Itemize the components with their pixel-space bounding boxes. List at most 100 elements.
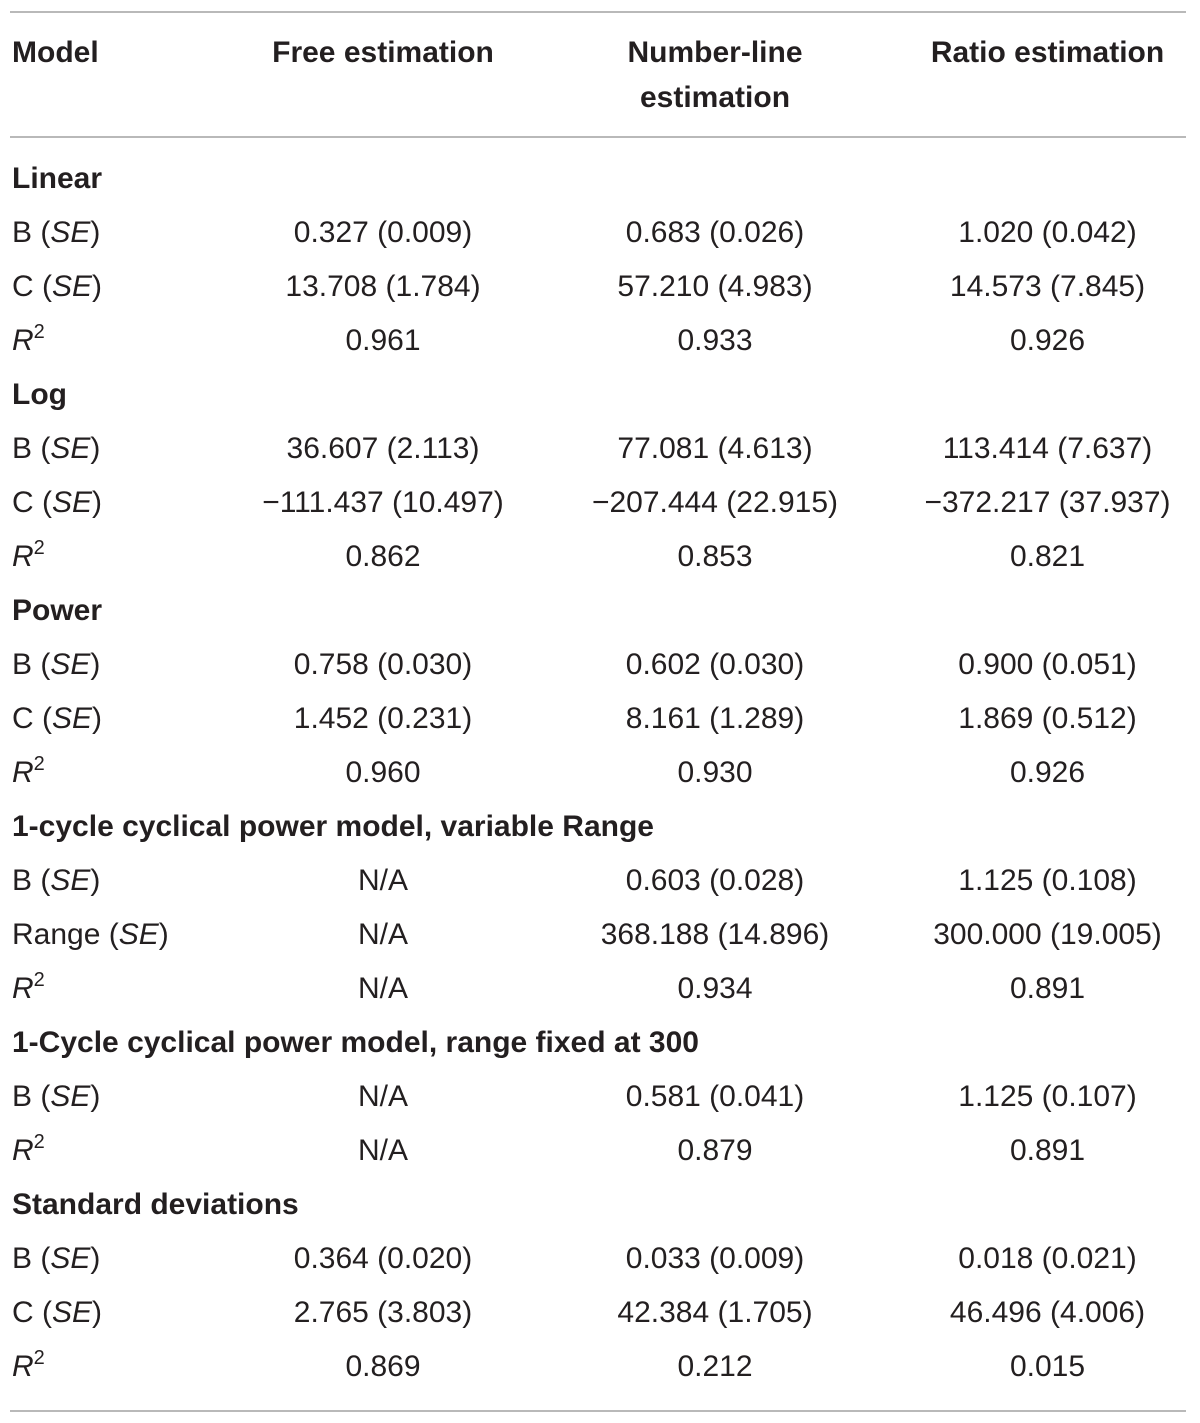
section-row: Linear	[0, 152, 1200, 206]
row-label: B (SE)	[12, 1070, 100, 1124]
row-label: B (SE)	[12, 206, 100, 260]
table-cell: 0.879	[677, 1134, 753, 1167]
close-paren: )	[90, 864, 101, 897]
table-row: R2 0.869 0.212 0.015	[0, 1340, 1200, 1394]
section-row: 1-cycle cyclical power model, variable R…	[0, 800, 1200, 854]
open-paren: (	[40, 1080, 51, 1113]
r-exponent: 2	[33, 969, 45, 991]
se-symbol: SE	[52, 486, 93, 519]
table-cell: 42.384 (1.705)	[617, 1296, 813, 1329]
close-paren: )	[92, 1296, 103, 1329]
close-paren: )	[90, 216, 101, 249]
section-row: Log	[0, 368, 1200, 422]
table-cell: 0.821	[1009, 540, 1086, 573]
table-row: R2 0.960 0.930 0.926	[0, 746, 1200, 800]
se-symbol: SE	[50, 864, 91, 897]
r-exponent: 2	[33, 753, 45, 775]
table-cell: 0.891	[1009, 972, 1086, 1005]
open-paren: (	[40, 216, 51, 249]
r-exponent: 2	[33, 321, 45, 343]
se-symbol: SE	[50, 1080, 91, 1113]
table-cell: 0.862	[345, 540, 421, 573]
row-label: Range (SE)	[12, 908, 169, 962]
table-cell: 2.765 (3.803)	[293, 1296, 473, 1329]
se-symbol: SE	[52, 1296, 93, 1329]
table-cell: 0.602 (0.030)	[625, 648, 805, 681]
close-paren: )	[92, 702, 103, 735]
open-paren: (	[108, 918, 119, 951]
header-model: Model	[12, 36, 99, 69]
table-row: B (SE) 36.607 (2.113) 77.081 (4.613) 113.41…	[0, 422, 1200, 476]
r-exponent: 2	[33, 1131, 45, 1153]
close-paren: )	[158, 918, 169, 951]
section-title: 1-cycle cyclical power model, variable R…	[12, 810, 654, 843]
header-ratio-estimation: Ratio estimation	[930, 36, 1165, 69]
row-label: B (SE)	[12, 1232, 100, 1286]
table-row: C (SE) 2.765 (3.803) 42.384 (1.705) 46.496 …	[0, 1286, 1200, 1340]
table-cell: 0.926	[1009, 324, 1086, 357]
se-symbol: SE	[52, 270, 93, 303]
se-symbol: SE	[50, 216, 91, 249]
table-cell: 0.603 (0.028)	[625, 864, 805, 897]
r-exponent: 2	[33, 1347, 45, 1369]
param-symbol: C	[12, 1296, 34, 1329]
table-row: B (SE) N/A 0.581 (0.041) 1.125 (0.107)	[0, 1070, 1200, 1124]
section-title: Standard deviations	[12, 1188, 299, 1221]
table-cell: 113.414 (7.637)	[942, 432, 1153, 465]
row-label: C (SE)	[12, 476, 102, 530]
param-symbol: B	[12, 864, 33, 897]
se-symbol: SE	[50, 1242, 91, 1275]
table-cell: 0.869	[345, 1350, 421, 1383]
section-title: 1-Cycle cyclical power model, range fixe…	[12, 1026, 699, 1059]
param-symbol: C	[12, 486, 34, 519]
table-cell: 77.081 (4.613)	[617, 432, 813, 465]
open-paren: (	[40, 648, 51, 681]
table-cell: −372.217 (37.937)	[924, 486, 1171, 519]
table-cell: N/A	[357, 1080, 408, 1113]
table-cell: 0.033 (0.009)	[625, 1242, 805, 1275]
table-row: B (SE) N/A 0.603 (0.028) 1.125 (0.108)	[0, 854, 1200, 908]
table-cell: 0.933	[677, 324, 753, 357]
table-row: Range (SE) N/A 368.188 (14.896) 300.000 (19…	[0, 908, 1200, 962]
param-symbol: C	[12, 270, 34, 303]
table-cell: 0.934	[677, 972, 753, 1005]
table-cell: 1.020 (0.042)	[958, 216, 1137, 249]
param-symbol: B	[12, 1242, 33, 1275]
header-free-estimation: Free estimation	[272, 36, 494, 69]
close-paren: )	[92, 486, 103, 519]
table-cell: −207.444 (22.915)	[591, 486, 839, 519]
section-title: Power	[12, 594, 103, 627]
r-symbol: R	[12, 756, 34, 789]
open-paren: (	[42, 1296, 53, 1329]
r-symbol: R	[12, 972, 34, 1005]
table-row: B (SE) 0.758 (0.030) 0.602 (0.030) 0.900 (0…	[0, 638, 1200, 692]
param-symbol: B	[12, 1080, 33, 1113]
table-cell: 368.188 (14.896)	[600, 918, 830, 951]
open-paren: (	[40, 432, 51, 465]
section-row: Standard deviations	[0, 1178, 1200, 1232]
table-row: R2 N/A 0.934 0.891	[0, 962, 1200, 1016]
table-row: B (SE) 0.364 (0.020) 0.033 (0.009) 0.018 (0…	[0, 1232, 1200, 1286]
table-row: R2 N/A 0.879 0.891	[0, 1124, 1200, 1178]
table-cell: 0.900 (0.051)	[958, 648, 1137, 681]
se-symbol: SE	[50, 432, 91, 465]
table-cell: 0.683 (0.026)	[625, 216, 805, 249]
table-header-row: Model Free estimation Number-line estima…	[0, 30, 1200, 130]
param-symbol: C	[12, 702, 34, 735]
row-label: R2	[12, 1340, 45, 1394]
row-label: C (SE)	[12, 260, 102, 314]
r-symbol: R	[12, 1350, 34, 1383]
table-cell: 1.125 (0.108)	[958, 864, 1137, 897]
table-cell: 0.212	[677, 1350, 753, 1383]
table-cell: 1.869 (0.512)	[958, 702, 1137, 735]
table-top-rule	[10, 11, 1186, 13]
table-row: R2 0.862 0.853 0.821	[0, 530, 1200, 584]
section-row: 1-Cycle cyclical power model, range fixe…	[0, 1016, 1200, 1070]
table-cell: 0.364 (0.020)	[293, 1242, 473, 1275]
table-cell: 0.018 (0.021)	[958, 1242, 1137, 1275]
table-cell: 0.581 (0.041)	[625, 1080, 805, 1113]
row-label: R2	[12, 314, 45, 368]
table-row: C (SE) 13.708 (1.784) 57.210 (4.983) 14.573…	[0, 260, 1200, 314]
open-paren: (	[42, 270, 53, 303]
table-cell: 1.452 (0.231)	[293, 702, 473, 735]
